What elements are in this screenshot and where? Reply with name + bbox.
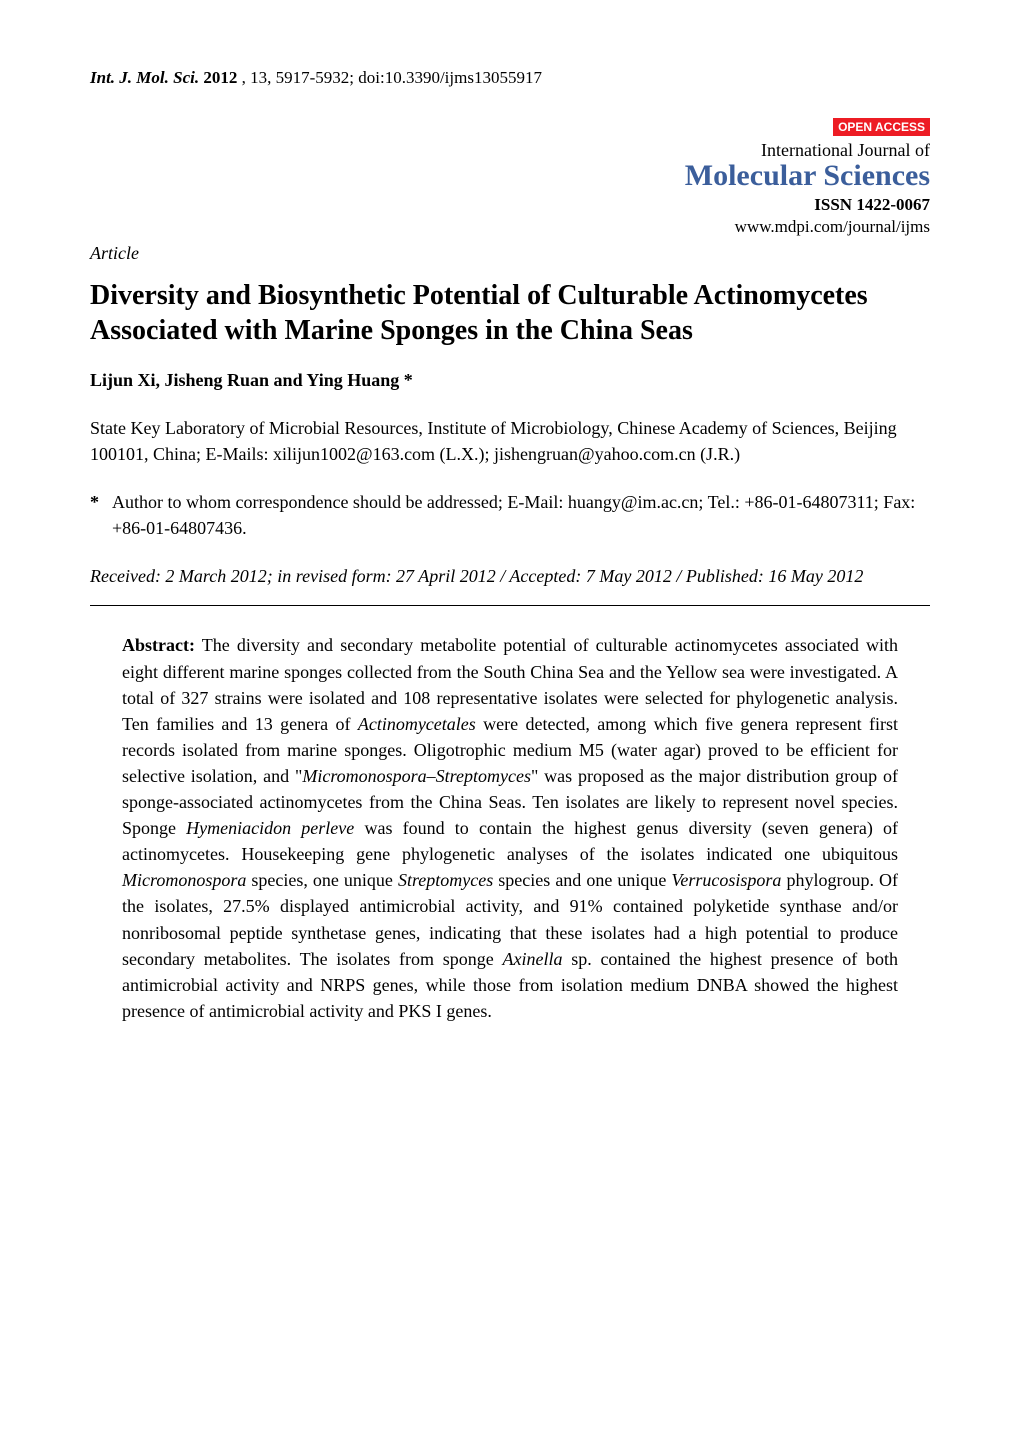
abstract-label: Abstract: (122, 635, 195, 655)
authors: Lijun Xi, Jisheng Ruan and Ying Huang * (90, 370, 930, 391)
journal-issn: ISSN 1422-0067 (90, 195, 930, 215)
abstract-block: Abstract: The diversity and secondary me… (122, 632, 898, 1023)
article-title: Diversity and Biosynthetic Potential of … (90, 278, 930, 348)
article-type: Article (90, 243, 930, 264)
abstract-text: Abstract: The diversity and secondary me… (122, 632, 898, 1023)
correspondence-marker: * (90, 489, 112, 541)
journal-supertitle: International Journal of (90, 140, 930, 161)
journal-url: www.mdpi.com/journal/ijms (90, 217, 930, 237)
open-access-badge: OPEN ACCESS (833, 118, 930, 136)
volume-pages-doi: , 13, 5917-5932; doi:10.3390/ijms1305591… (242, 68, 542, 87)
publication-year: 2012 (203, 68, 237, 87)
correspondence-text: Author to whom correspondence should be … (112, 489, 930, 541)
affiliation: State Key Laboratory of Microbial Resour… (90, 415, 930, 467)
article-dates: Received: 2 March 2012; in revised form:… (90, 563, 930, 589)
journal-abbrev: Int. J. Mol. Sci. (90, 68, 199, 87)
correspondence: * Author to whom correspondence should b… (90, 489, 930, 541)
journal-masthead: OPEN ACCESS International Journal of Mol… (90, 118, 930, 237)
section-divider (90, 605, 930, 606)
running-header: Int. J. Mol. Sci. 2012 , 13, 5917-5932; … (90, 68, 930, 88)
journal-name: Molecular Sciences (90, 159, 930, 193)
